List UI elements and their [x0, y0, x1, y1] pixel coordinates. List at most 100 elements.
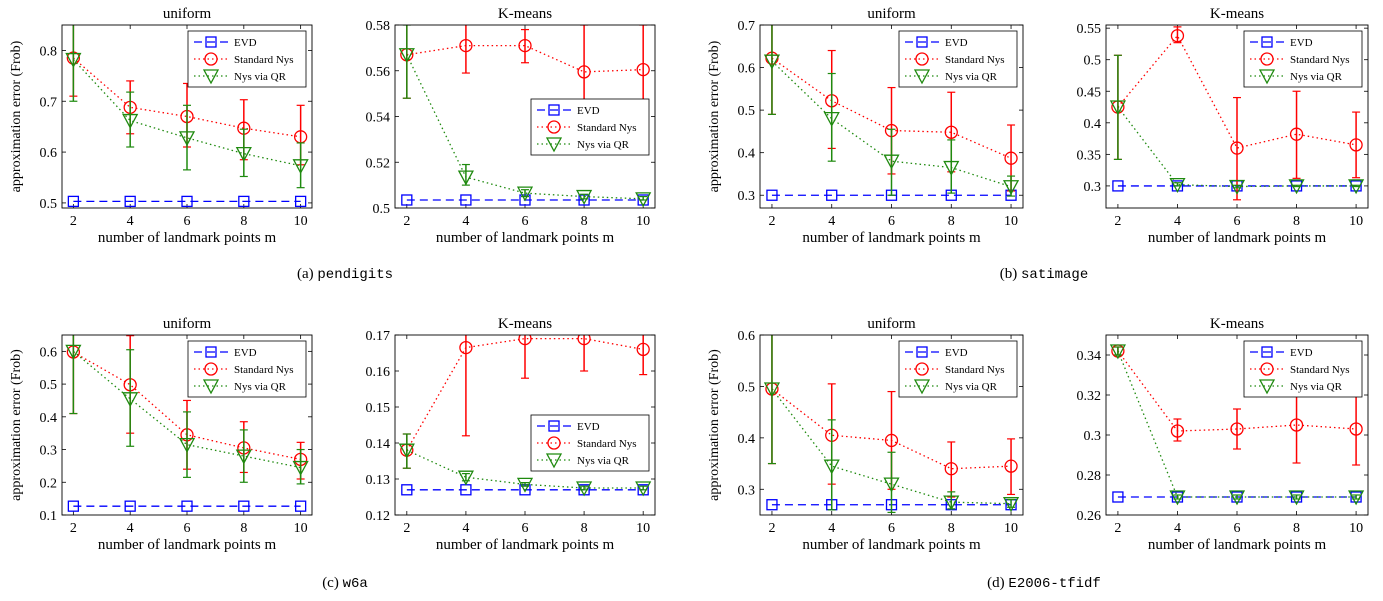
legend-label: EVD: [234, 37, 257, 49]
data-point: [576, 189, 593, 205]
x-tick-label: 8: [240, 521, 247, 536]
y-tick-label: 0.8: [40, 44, 58, 59]
chart-title: uniform: [867, 6, 916, 22]
chart-satimage-uniform: uniform 2 4 6 8 10 0.3 0.4 0.5 0.6 0.7 number of la…: [707, 6, 1024, 246]
series-line-standard-nys: [1117, 350, 1357, 432]
y-tick-label: 0.26: [1077, 509, 1102, 524]
y-tick-label: 0.5: [738, 104, 756, 119]
data-point: [1348, 179, 1365, 195]
x-tick-label: 10: [1004, 214, 1018, 229]
legend-marker: [545, 453, 563, 469]
x-tick-label: 8: [1293, 521, 1300, 536]
chart-e2006-kmeans: K-means 2 4 6 8 10 0.26 0.28 0.3 0.32 0.34 number o…: [1077, 316, 1369, 553]
plot-frame: [61, 24, 313, 209]
data-point: [294, 195, 307, 208]
legend-label: EVD: [234, 347, 257, 359]
legend-marker: [1261, 36, 1273, 48]
x-tick-label: 10: [1004, 521, 1018, 536]
x-tick-label: 4: [127, 521, 134, 536]
data-point: [1348, 490, 1365, 506]
data-point: [1170, 29, 1185, 43]
legend-marker: [547, 120, 561, 134]
caption-a: (a) pendigits: [296, 266, 394, 283]
y-tick-label: 0.15: [366, 401, 391, 416]
plot-area: [763, 25, 1020, 201]
y-tick-label: 0.6: [738, 329, 756, 344]
legend-marker: [204, 362, 218, 376]
y-tick-label: 0.52: [366, 156, 391, 171]
legend-marker: [915, 52, 929, 66]
data-point: [401, 484, 413, 496]
plot-area: [1109, 26, 1365, 201]
data-point: [1228, 490, 1246, 506]
data-point: [1230, 422, 1244, 436]
legend-marker: [547, 436, 561, 450]
y-axis-label: approximation error (Frob): [707, 40, 722, 192]
legend-marker: [913, 379, 931, 395]
data-point: [1230, 141, 1244, 155]
x-tick-label: 10: [294, 521, 308, 536]
y-tick-label: 0.3: [40, 444, 58, 459]
x-tick-label: 8: [581, 521, 588, 536]
plot-area: [1109, 344, 1365, 506]
series-line-nys-via-qr: [406, 54, 644, 200]
legend-label: Nys via QR: [945, 381, 998, 393]
x-tick-label: 4: [828, 521, 835, 536]
chart-title: uniform: [163, 6, 212, 22]
legend-marker: [545, 137, 563, 153]
legend-label: EVD: [577, 105, 600, 117]
data-point: [943, 160, 960, 176]
x-tick-label: 2: [403, 521, 410, 536]
y-tick-label: 0.4: [1084, 117, 1102, 132]
legend-marker: [1260, 362, 1274, 376]
y-tick-label: 0.17: [366, 329, 391, 344]
x-tick-label: 4: [462, 214, 469, 229]
y-axis-label: approximation error (Frob): [9, 349, 24, 501]
data-point: [1228, 179, 1246, 195]
data-point: [1350, 491, 1362, 503]
y-tick-label: 0.35: [1077, 148, 1102, 163]
data-point: [1288, 490, 1305, 506]
series-line-nys-via-qr: [406, 449, 644, 489]
series-line-standard-nys: [406, 44, 644, 73]
legend-marker: [548, 420, 560, 432]
legend-marker: [205, 36, 217, 48]
plot-frame: [1105, 334, 1369, 516]
data-point: [883, 477, 900, 493]
chart-title: K-means: [498, 6, 552, 22]
x-tick-label: 2: [768, 214, 775, 229]
legend-marker: [913, 69, 931, 85]
data-point: [516, 477, 534, 493]
data-point: [398, 48, 415, 64]
x-tick-label: 2: [70, 214, 77, 229]
legend-label: Nys via QR: [234, 381, 287, 393]
y-tick-label: 0.16: [366, 365, 391, 380]
data-point: [238, 500, 250, 512]
data-point: [398, 443, 415, 459]
data-point: [823, 111, 840, 127]
data-point: [238, 195, 250, 208]
data-point: [1170, 424, 1185, 438]
x-tick-label: 6: [522, 521, 529, 536]
y-tick-label: 0.4: [738, 147, 756, 162]
legend: EVD Standard Nys Nys via QR: [898, 340, 1018, 398]
data-point: [1109, 344, 1126, 360]
data-point: [763, 382, 781, 398]
x-tick-label: 8: [240, 214, 247, 229]
legend-label: EVD: [945, 37, 968, 49]
series-line-standard-nys: [406, 337, 644, 451]
data-point: [516, 186, 534, 202]
y-tick-label: 0.56: [366, 65, 391, 80]
data-point: [1004, 151, 1018, 165]
x-tick-label: 2: [403, 214, 410, 229]
data-point: [122, 113, 139, 129]
legend-label: Nys via QR: [577, 455, 630, 467]
legend-label: Nys via QR: [234, 71, 287, 83]
data-point: [1288, 179, 1305, 195]
legend-marker: [204, 52, 218, 66]
chart-w6a-uniform: uniform 2 4 6 8 10 0.1 0.2 0.3 0.4 0.5 0.6 number of…: [9, 316, 313, 553]
y-tick-label: 0.6: [738, 62, 756, 77]
data-point: [1112, 491, 1124, 503]
data-point: [292, 460, 309, 476]
